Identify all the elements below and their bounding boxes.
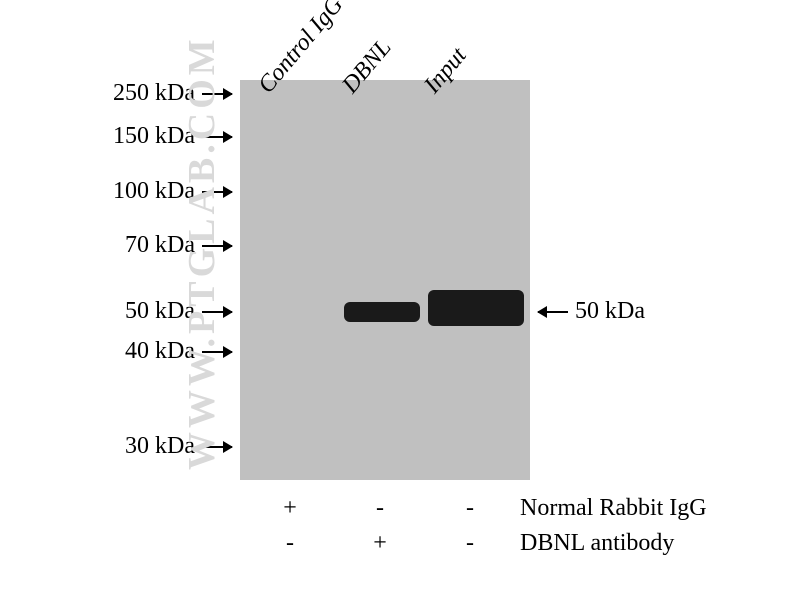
mw-arrow-50 — [202, 311, 232, 313]
mw-label-40: 40 kDa — [85, 338, 195, 365]
cell-r2-c1: - — [275, 530, 305, 557]
band-input-lane — [428, 290, 524, 326]
mw-label-70: 70 kDa — [85, 232, 195, 259]
row-label-dbnl-antibody: DBNL antibody — [520, 530, 674, 557]
mw-arrow-250 — [202, 93, 232, 95]
mw-label-50: 50 kDa — [85, 298, 195, 325]
mw-arrow-40 — [202, 351, 232, 353]
band-arrow — [538, 311, 568, 313]
mw-label-250: 250 kDa — [85, 80, 195, 107]
figure-container: WWW.PTGLAB.COM Control IgG DBNL Input 25… — [0, 0, 800, 600]
mw-arrow-30 — [202, 446, 232, 448]
mw-arrow-100 — [202, 191, 232, 193]
band-size-label: 50 kDa — [575, 298, 645, 325]
mw-label-100: 100 kDa — [85, 178, 195, 205]
mw-arrow-70 — [202, 245, 232, 247]
cell-r2-c2: + — [365, 530, 395, 557]
cell-r1-c3: - — [455, 495, 485, 522]
cell-r1-c2: - — [365, 495, 395, 522]
band-dbnl-lane — [344, 302, 420, 322]
cell-r2-c3: - — [455, 530, 485, 557]
row-label-normal-igg: Normal Rabbit IgG — [520, 495, 707, 522]
mw-label-30: 30 kDa — [85, 433, 195, 460]
cell-r1-c1: + — [275, 495, 305, 522]
mw-label-150: 150 kDa — [85, 123, 195, 150]
mw-arrow-150 — [202, 136, 232, 138]
blot-membrane — [240, 80, 530, 480]
